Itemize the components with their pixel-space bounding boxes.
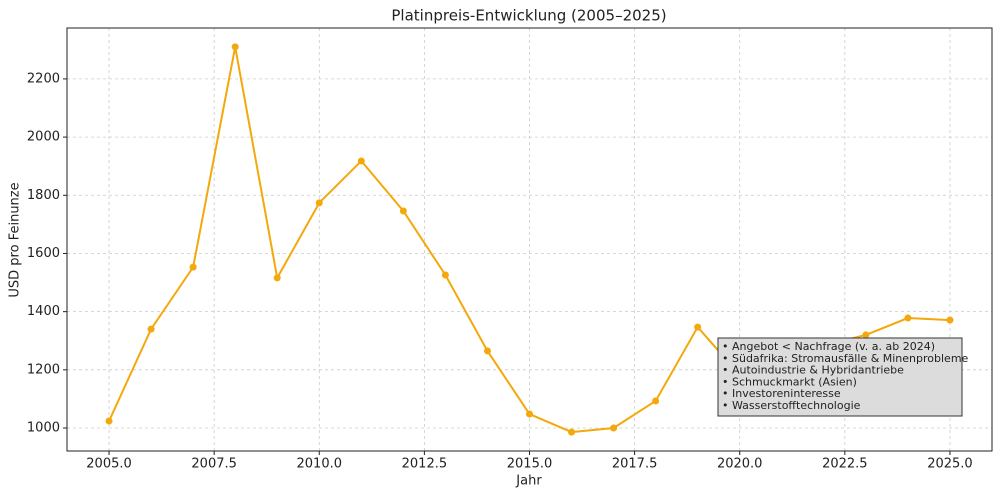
point	[694, 323, 702, 331]
x-tick-label: 2020.0	[717, 457, 763, 472]
annotation-text: • Investoreninteresse	[722, 387, 841, 400]
chart-title: Platinpreis-Entwicklung (2005–2025)	[391, 7, 666, 25]
point	[231, 43, 239, 51]
x-tick-label: 2017.5	[612, 457, 658, 472]
x-tick-label: 2007.5	[191, 457, 237, 472]
point	[610, 424, 618, 432]
y-tick-label: 1200	[27, 362, 60, 377]
y-tick-label: 1400	[27, 304, 60, 319]
point	[862, 331, 870, 339]
annotation-text: • Wasserstofftechnologie	[722, 399, 861, 412]
y-tick-label: 2200	[27, 71, 60, 86]
x-tick-label: 2012.5	[402, 457, 448, 472]
x-tick-label: 2025.0	[927, 457, 973, 472]
x-tick-label: 2005.0	[86, 457, 132, 472]
x-tick-label: 2015.0	[507, 457, 553, 472]
point	[483, 347, 491, 355]
y-tick-label: 1800	[27, 188, 60, 203]
x-tick-label: 2022.5	[822, 457, 868, 472]
annotation-text: • Südafrika: Stromausfälle & Minenproble…	[722, 352, 969, 365]
y-tick-label: 1000	[27, 421, 60, 436]
point	[904, 314, 912, 322]
point	[568, 428, 576, 436]
point	[357, 157, 365, 165]
annotation-box	[717, 337, 963, 417]
point	[441, 271, 449, 279]
y-tick-label: 1600	[27, 246, 60, 261]
point	[189, 263, 197, 271]
y-tick-label: 2000	[27, 130, 60, 145]
y-axis-label: USD pro Feinunze	[8, 182, 23, 297]
point	[652, 397, 660, 405]
x-tick-label: 2010.0	[297, 457, 343, 472]
point	[147, 325, 155, 333]
annotation-text: • Angebot < Nachfrage (v. a. ab 2024)	[722, 340, 935, 353]
point	[315, 199, 323, 207]
point	[399, 207, 407, 215]
point	[526, 410, 533, 418]
x-axis-label: Jahr	[515, 474, 542, 489]
point	[105, 417, 113, 425]
point	[273, 274, 281, 282]
annotation-text: • Autoindustrie & Hybridantriebe	[722, 364, 904, 377]
point	[946, 316, 954, 324]
annotation-text: • Schmuckmarkt (Asien)	[722, 375, 857, 388]
